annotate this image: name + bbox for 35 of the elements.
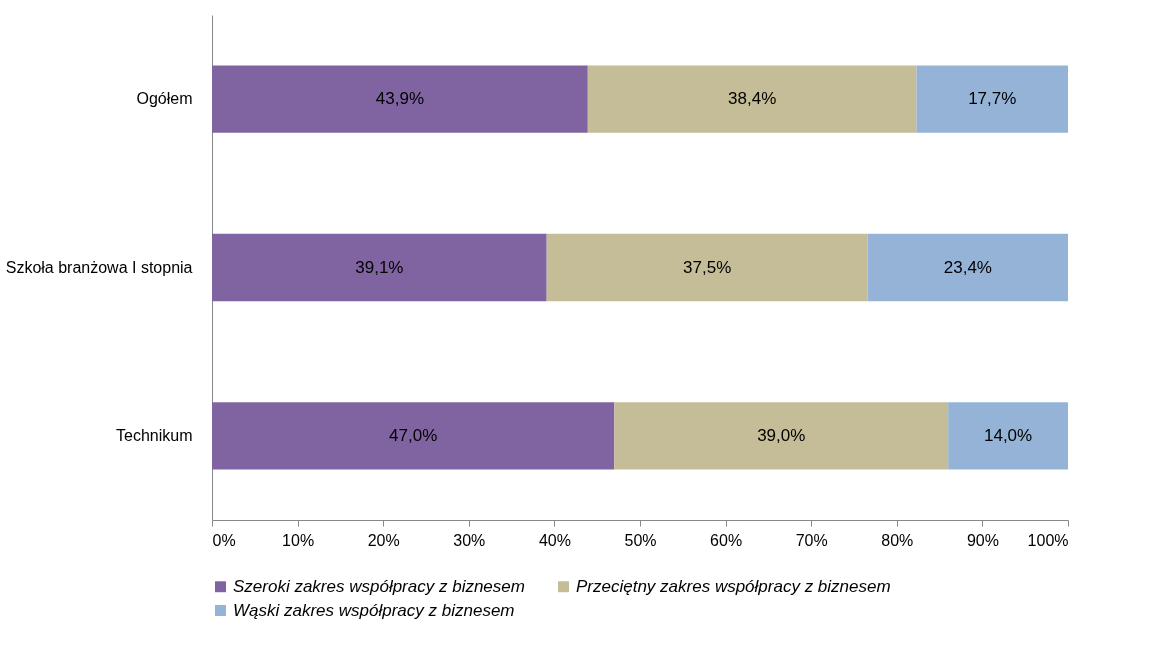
- data-label: 39,0%: [757, 425, 806, 445]
- bar: [212, 402, 615, 470]
- bar: [867, 233, 1068, 302]
- legend-label: Przeciętny zakres współpracy z biznesem: [576, 576, 891, 596]
- x-tick-label: 20%: [367, 531, 400, 549]
- x-tick-label: 100%: [1027, 531, 1069, 549]
- y-tick-label: Technikum: [116, 426, 193, 444]
- data-label: 43,9%: [375, 89, 424, 109]
- data-label: 17,7%: [968, 89, 1017, 109]
- data-label: 14,0%: [983, 425, 1033, 445]
- bar: [546, 233, 868, 302]
- bar: [212, 65, 588, 133]
- x-tick-label: 60%: [710, 531, 743, 549]
- legend-label: Szeroki zakres współpracy z biznesem: [233, 576, 525, 596]
- bar: [614, 402, 949, 470]
- x-tick-label: 0%: [212, 531, 236, 549]
- bar: [212, 233, 547, 302]
- x-tick-label: 80%: [881, 531, 914, 549]
- x-tick-label: 40%: [538, 531, 571, 549]
- x-tick-label: 70%: [795, 531, 828, 549]
- bar: [587, 65, 917, 133]
- bar: [916, 65, 1068, 133]
- y-tick-label: Ogółem: [136, 90, 193, 108]
- x-tick-label: 30%: [453, 531, 486, 549]
- x-tick-label: 10%: [282, 531, 315, 549]
- x-tick-label: 50%: [624, 531, 657, 549]
- data-label: 47,0%: [389, 425, 438, 445]
- data-label: 37,5%: [683, 257, 732, 277]
- data-label: 39,1%: [355, 257, 404, 277]
- legend-label: Wąski zakres współpracy z biznesem: [233, 600, 515, 620]
- data-label: 38,4%: [728, 89, 777, 109]
- y-tick-label: Szkoła branżowa I stopnia: [5, 258, 193, 276]
- x-tick-label: 90%: [966, 531, 999, 549]
- data-label: 23,4%: [943, 257, 992, 277]
- bar: [948, 402, 1068, 470]
